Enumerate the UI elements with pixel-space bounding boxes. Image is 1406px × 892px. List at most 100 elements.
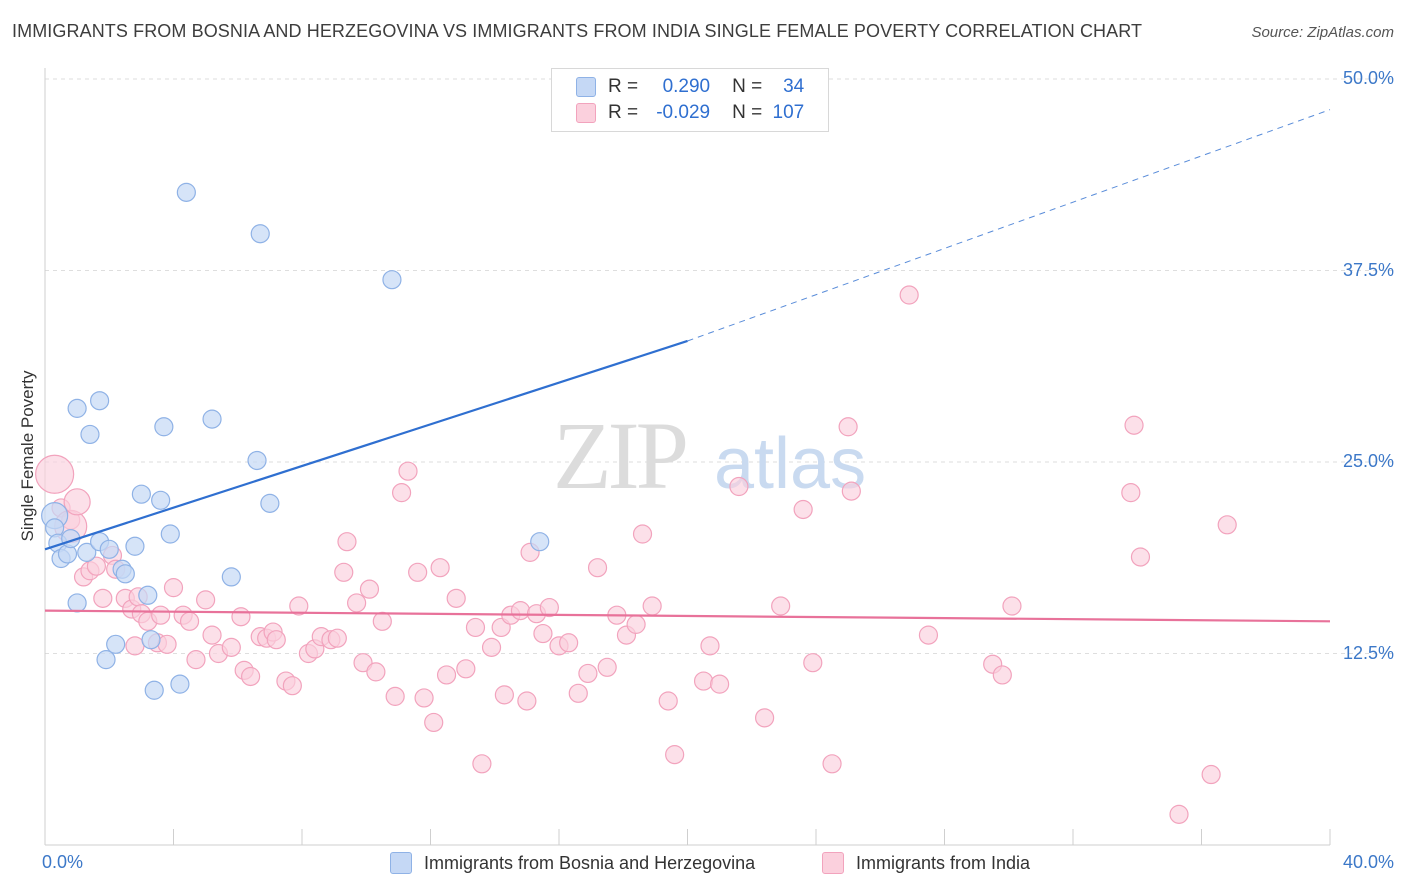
bosnia-point bbox=[67, 593, 87, 613]
india-point bbox=[539, 597, 559, 618]
india-point bbox=[729, 476, 749, 497]
bosnia-trend-extension bbox=[687, 109, 1331, 342]
bosnia-point bbox=[141, 630, 161, 650]
stats-legend: R = 0.290 N = 34 R = -0.029 N = 107 bbox=[551, 68, 829, 132]
india-point bbox=[266, 630, 286, 650]
legend-r-value: 0.290 bbox=[662, 76, 711, 97]
india-point bbox=[597, 657, 617, 677]
bosnia-point bbox=[154, 417, 174, 437]
india-point bbox=[533, 623, 553, 644]
india-point bbox=[414, 688, 434, 708]
india-trend-line bbox=[44, 609, 1331, 623]
india-point bbox=[517, 691, 537, 711]
bosnia-point bbox=[144, 680, 164, 700]
india-point bbox=[196, 590, 216, 610]
india-point bbox=[578, 663, 598, 684]
india-point bbox=[793, 499, 813, 520]
bosnia-point bbox=[96, 650, 116, 670]
india-point bbox=[992, 665, 1012, 685]
india-point bbox=[446, 588, 466, 608]
india-point bbox=[372, 611, 392, 631]
gridlines bbox=[45, 78, 1392, 654]
bosnia-point bbox=[202, 409, 222, 429]
india-point bbox=[1121, 483, 1141, 503]
legend-row-india: R = -0.029 N = 107 bbox=[552, 100, 804, 126]
bosnia-swatch bbox=[576, 77, 596, 97]
india-point bbox=[658, 691, 678, 711]
india-point bbox=[472, 754, 492, 774]
watermark: ZIP atlas bbox=[553, 402, 866, 509]
bosnia-point bbox=[160, 524, 180, 544]
bosnia-point bbox=[221, 567, 241, 587]
india-point bbox=[665, 745, 685, 765]
india-point bbox=[241, 666, 261, 687]
bosnia-point bbox=[80, 424, 100, 445]
bosnia-legend-label: Immigrants from Bosnia and Herzegovina bbox=[424, 852, 756, 873]
india-point bbox=[1130, 547, 1151, 567]
india-point bbox=[465, 617, 486, 638]
bosnia-point bbox=[151, 490, 171, 510]
india-point bbox=[841, 481, 861, 501]
india-legend-swatch bbox=[822, 852, 844, 874]
india-point bbox=[1217, 515, 1237, 535]
bosnia-point bbox=[247, 450, 267, 471]
india-point bbox=[838, 417, 858, 437]
india-point bbox=[510, 601, 531, 621]
chart-title: IMMIGRANTS FROM BOSNIA AND HERZEGOVINA V… bbox=[12, 21, 1143, 41]
bosnia-point bbox=[67, 398, 87, 418]
bosnia-point bbox=[99, 539, 119, 559]
india-point bbox=[1201, 764, 1221, 785]
india-point bbox=[587, 558, 608, 578]
y-tick-label: 37.5% bbox=[1342, 259, 1394, 280]
india-point bbox=[1169, 804, 1189, 824]
india-point bbox=[157, 634, 177, 654]
india-point bbox=[289, 596, 309, 616]
legend-n-value: 34 bbox=[783, 76, 805, 97]
y-tick-label: 12.5% bbox=[1342, 642, 1394, 663]
india-point bbox=[436, 665, 457, 685]
y-tick-label: 50.0% bbox=[1342, 68, 1394, 88]
x-tick-label-max: 40.0% bbox=[1342, 852, 1394, 872]
india-point bbox=[803, 653, 823, 673]
bosnia-legend-swatch bbox=[390, 852, 412, 874]
india-point bbox=[424, 712, 444, 733]
bosnia-trend-line bbox=[44, 339, 688, 551]
india-point bbox=[221, 637, 241, 657]
india-legend-label: Immigrants from India bbox=[856, 852, 1031, 873]
india-point bbox=[822, 754, 842, 774]
x-tick-label-min: 0.0% bbox=[42, 852, 84, 872]
india-point bbox=[918, 625, 939, 645]
legend-n-label: N = bbox=[732, 102, 763, 123]
india-point bbox=[494, 685, 514, 705]
india-point bbox=[1002, 596, 1022, 616]
india-point bbox=[347, 593, 367, 613]
india-point bbox=[456, 659, 476, 679]
india-point bbox=[1124, 415, 1144, 435]
india-point bbox=[693, 671, 714, 691]
india-point bbox=[391, 483, 412, 503]
series-legend: Immigrants from Bosnia and Herzegovina I… bbox=[0, 852, 1406, 878]
india-swatch bbox=[576, 103, 596, 123]
india-point bbox=[327, 628, 347, 648]
legend-r-value: -0.029 bbox=[656, 102, 711, 123]
watermark-zip: ZIP bbox=[553, 402, 686, 509]
india-point bbox=[125, 636, 145, 656]
india-point bbox=[202, 625, 222, 645]
india-point bbox=[710, 674, 730, 694]
bosnia-point bbox=[115, 564, 135, 584]
bosnia-point bbox=[106, 634, 126, 654]
india-point bbox=[385, 686, 405, 706]
india-point bbox=[366, 662, 386, 682]
axes bbox=[44, 68, 1331, 846]
bosnia-point bbox=[382, 270, 402, 290]
legend-n-value: 107 bbox=[772, 102, 805, 123]
bosnia-point bbox=[138, 585, 158, 605]
india-point bbox=[642, 596, 662, 616]
india-points bbox=[35, 285, 1237, 824]
bosnia-point bbox=[125, 536, 145, 556]
india-point bbox=[632, 524, 653, 544]
india-point bbox=[231, 607, 251, 627]
india-point bbox=[359, 579, 380, 599]
india-point bbox=[179, 611, 200, 631]
legend-row-bosnia: R = 0.290 N = 34 bbox=[552, 74, 804, 100]
